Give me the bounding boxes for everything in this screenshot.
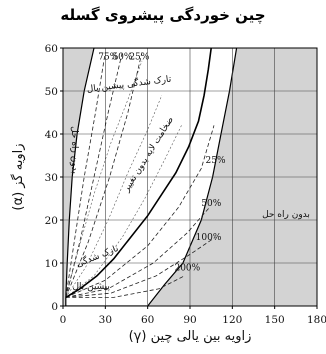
thin-curve xyxy=(65,60,143,298)
thin-curve xyxy=(65,95,163,298)
annotation: پیشین یال xyxy=(72,282,110,292)
pct-label: 25% xyxy=(206,156,226,166)
x-axis-label: زاویه بین یالی چین (γ) xyxy=(129,329,252,344)
series-line xyxy=(65,48,212,299)
x-tick-label: 180 xyxy=(307,314,326,326)
y-tick-label: 50 xyxy=(45,86,58,98)
x-tick-label: 120 xyxy=(222,314,242,326)
x-tick-label: 0 xyxy=(60,314,67,326)
pct-label: 25% xyxy=(129,53,149,63)
y-tick-label: 60 xyxy=(45,43,58,55)
dashed-curve-50% xyxy=(65,206,211,298)
y-tick-label: 0 xyxy=(51,301,58,313)
y-tick-label: 30 xyxy=(45,172,58,184)
pct-label: 100% xyxy=(196,233,222,243)
dashed-curve-50% xyxy=(65,52,123,298)
x-tick-label: 30 xyxy=(99,314,112,326)
pct-label: 50% xyxy=(112,53,132,63)
dashed-curve-25% xyxy=(65,52,143,298)
thin-curve xyxy=(65,125,182,298)
left-no-solution-label: بدون راه حل xyxy=(69,126,79,174)
x-tick-label: 60 xyxy=(141,314,154,326)
y-tick-label: 10 xyxy=(45,258,58,270)
y-axis-label: زاویه گز (α) xyxy=(10,143,26,210)
dashed-curve-25% xyxy=(65,125,215,298)
pct-label: 200% xyxy=(174,263,200,273)
pct-label: 50% xyxy=(201,199,221,209)
y-tick-label: 40 xyxy=(45,129,58,141)
dashed-curve-100% xyxy=(65,236,216,298)
chart-title: چین خوردگی پیشروی گسله xyxy=(60,6,266,24)
y-tick-label: 20 xyxy=(45,215,58,227)
pct-label: 75% xyxy=(98,53,118,63)
x-tick-label: 150 xyxy=(265,314,285,326)
x-tick-label: 90 xyxy=(183,314,196,326)
right-no-solution-label: بدون راه حل xyxy=(262,210,310,220)
